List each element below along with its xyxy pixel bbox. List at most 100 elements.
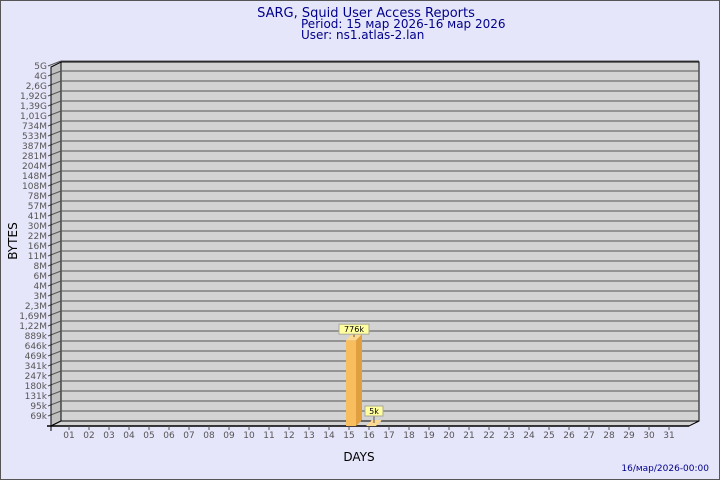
y-tick-label: 4G [34,72,47,82]
y-tick-label: 247k [25,372,48,382]
x-tick-label: 27 [583,431,594,441]
x-tick-label: 19 [423,431,435,441]
y-tick-label: 1,69M [19,312,47,322]
y-tick-label: 131k [25,392,48,402]
y-tick-label: 22M [28,232,47,242]
x-tick-label: 17 [383,431,394,441]
x-tick-label: 10 [243,431,255,441]
y-tick [47,260,62,267]
y-tick-label: 6M [34,272,48,282]
y-tick-label: 889k [25,332,48,342]
y-tick-label: 1,39G [20,102,47,112]
y-tick-label: 69k [30,412,47,422]
x-tick-label: 15 [343,431,354,441]
y-tick-label: 1,22M [19,322,47,332]
x-tick-label: 13 [303,431,314,441]
y-tick [47,360,62,367]
y-tick [47,270,62,277]
x-tick-label: 18 [403,431,415,441]
y-tick [47,160,62,167]
y-tick-label: 3M [34,292,48,302]
y-tick [47,300,62,307]
y-tick-label: 2,6G [26,82,47,92]
generated-timestamp: 16/мар/2026-00:00 [621,464,709,474]
y-tick [47,380,62,387]
y-tick [47,250,62,257]
y-tick [47,170,62,177]
x-tick-label: 12 [283,431,294,441]
y-tick [47,100,62,107]
y-tick-label: 4M [34,282,48,292]
y-tick-label: 1,92G [20,92,47,102]
y-tick-label: 148M [22,172,47,182]
y-tick-label: 41M [28,212,47,222]
bar-day-15 [346,340,356,426]
y-tick-label: 387M [22,142,47,152]
x-tick-label: 20 [443,431,455,441]
y-tick-label: 8M [34,262,48,272]
y-tick [47,320,62,327]
y-tick [47,390,62,397]
y-tick [47,410,62,417]
y-tick [47,240,62,247]
y-tick [47,200,62,207]
data-label: 776k [344,325,364,334]
y-tick [47,110,62,117]
y-tick-label: 1,01G [20,112,47,122]
y-tick [47,330,62,337]
x-tick-label: 09 [223,431,235,441]
y-tick [47,80,62,87]
x-tick-label: 07 [183,431,194,441]
y-tick-label: 533M [22,132,47,142]
y-tick [47,350,62,357]
x-tick-label: 29 [623,431,635,441]
y-tick-label: 95k [30,402,47,412]
x-tick-label: 24 [523,431,535,441]
y-tick-label: 469k [25,352,48,362]
x-tick-label: 02 [83,431,94,441]
y-tick-label: 108M [22,182,47,192]
y-tick-label: 281M [22,152,47,162]
x-tick-label: 28 [603,431,615,441]
chart-user: User: ns1.atlas-2.lan [301,28,424,42]
data-label: 5k [369,407,379,416]
y-tick-label: 204M [22,162,47,172]
y-tick [47,400,62,407]
y-tick-label: 11M [28,252,47,262]
y-tick [47,220,62,227]
y-tick-label: 16M [28,242,47,252]
y-tick [47,130,62,137]
x-tick-label: 11 [263,431,274,441]
y-tick [47,190,62,197]
x-tick-label: 05 [143,431,154,441]
x-tick-label: 14 [323,431,335,441]
y-tick [47,90,62,97]
y-tick-label: 734M [22,122,47,132]
y-tick-label: 30M [28,222,47,232]
y-tick [47,340,62,347]
x-tick-label: 25 [543,431,554,441]
x-axis-label: DAYS [343,450,374,464]
y-tick [47,150,62,157]
x-tick-label: 04 [123,431,135,441]
y-tick [47,180,62,187]
data-label-box [364,405,384,417]
x-tick-label: 26 [563,431,575,441]
x-tick-label: 01 [63,431,74,441]
x-tick-label: 16 [363,431,375,441]
bar-side-day-15 [356,334,362,426]
chart-title: SARG, Squid User Access Reports [257,6,475,21]
y-tick-label: 57M [28,202,47,212]
y-tick-label: 180k [25,382,48,392]
chart-period: Period: 15 мар 2026-16 мар 2026 [301,17,506,31]
x-tick-label: 31 [663,431,674,441]
x-tick-label: 21 [463,431,474,441]
y-tick-label: 78M [28,192,47,202]
x-tick-label: 03 [103,431,114,441]
x-tick-label: 22 [483,431,494,441]
x-tick-label: 23 [503,431,514,441]
data-label-box [338,323,370,335]
y-tick [47,370,62,377]
